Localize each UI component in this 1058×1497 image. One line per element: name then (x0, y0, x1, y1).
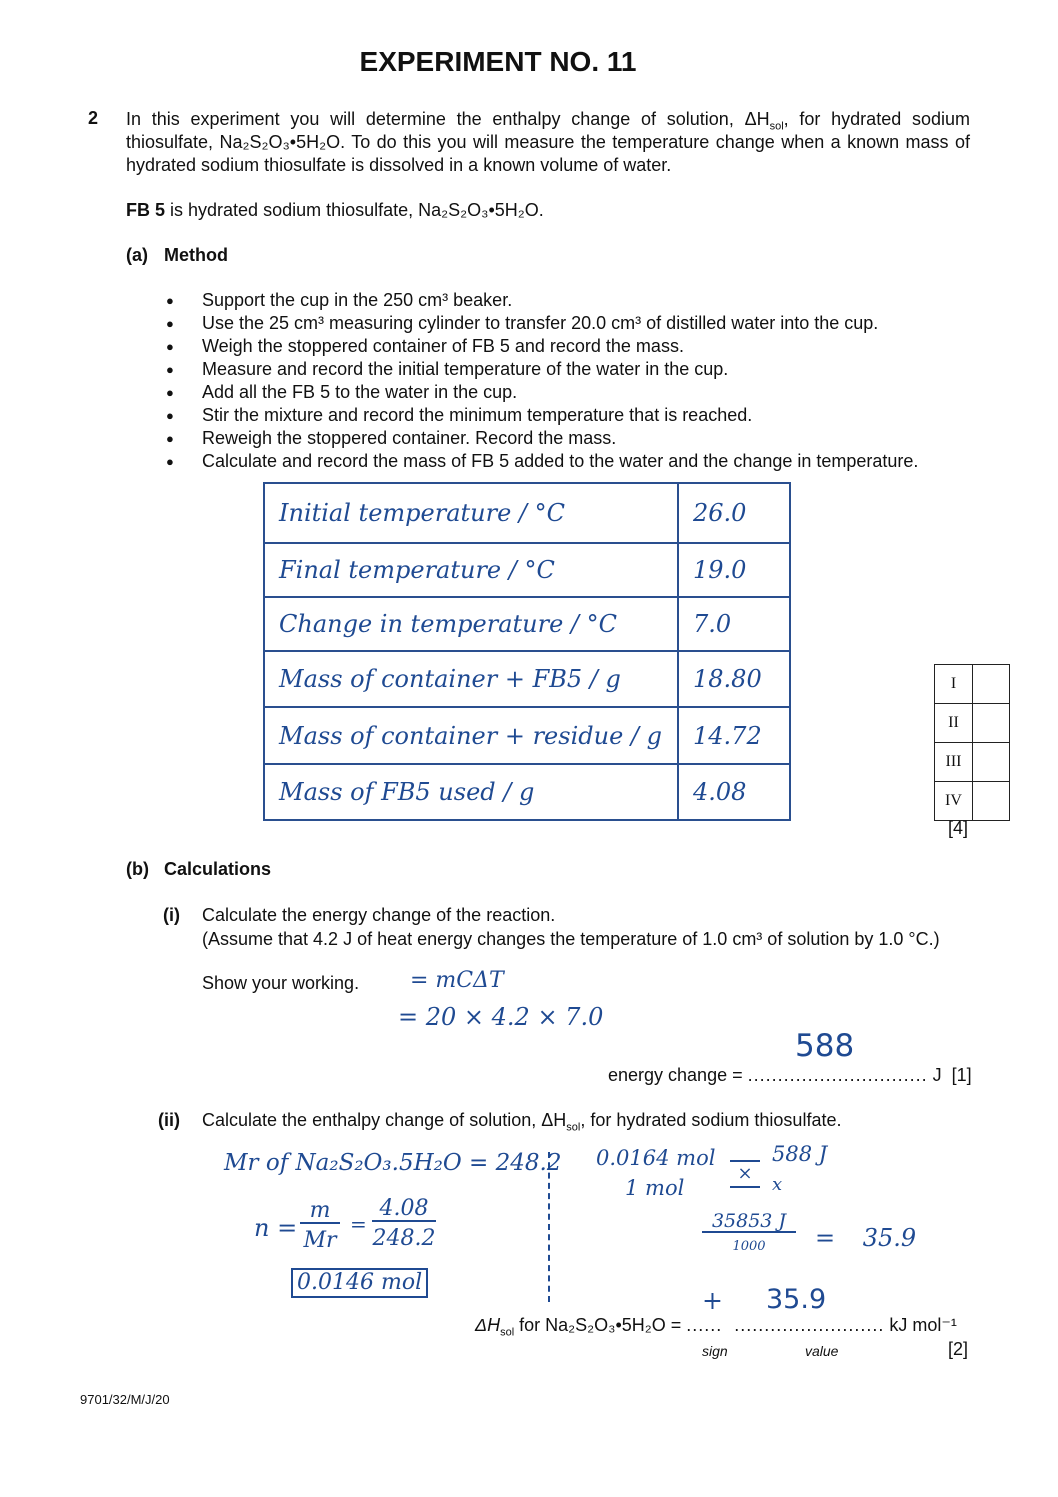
handwritten-divider (548, 1152, 550, 1302)
handwritten-energy-value: 588 (795, 1028, 855, 1064)
footer-code: 9701/32/M/J/20 (80, 1392, 170, 1407)
method-step: Support the cup in the 250 cm³ beaker. (160, 289, 1020, 312)
row-label: Initial temperature / °C (263, 482, 679, 544)
row-label: Change in temperature / °C (263, 596, 679, 652)
fb5-description: FB 5 is hydrated sodium thiosulfate, Na₂… (126, 200, 544, 220)
handwritten-m: m (300, 1200, 340, 1224)
row-label: Mass of container + FB5 / g (263, 650, 679, 708)
energy-change-answer: energy change = ........................… (608, 1065, 972, 1085)
handwritten-1000: 1000 (732, 1239, 766, 1254)
handwritten-joules: 35853 J (702, 1212, 796, 1233)
method-list: Support the cup in the 250 cm³ beaker. U… (160, 289, 1020, 473)
row-label: Mass of container + residue / g (263, 706, 679, 765)
question-number: 2 (88, 108, 99, 128)
part-b-label: (b) (126, 859, 149, 879)
sign-label: sign (702, 1343, 728, 1359)
row-value: 4.08 (677, 763, 791, 821)
method-step: Stir the mixture and record the minimum … (160, 404, 1020, 427)
part-bi-label: (i) (163, 905, 180, 925)
page-title: EXPERIMENT NO. 11 (359, 46, 637, 77)
method-step: Weigh the stoppered container of FB 5 an… (160, 335, 1020, 358)
bi-show-working: Show your working. (202, 973, 360, 993)
handwritten-equals: = (350, 1212, 367, 1236)
handwritten-n: n = (254, 1214, 298, 1242)
mark-a: [4] (948, 818, 969, 838)
method-step: Use the 25 cm³ measuring cylinder to tra… (160, 312, 1020, 335)
results-table: Initial temperature / °C 26.0 Final tempe… (263, 482, 791, 821)
handwritten-result: = 35.9 (815, 1224, 917, 1252)
bi-assumption: (Assume that 4.2 J of heat energy change… (202, 929, 940, 949)
handwritten-mr: Mr of Na₂S₂O₃.5H₂O = 248.2 (224, 1150, 562, 1176)
part-a-heading: Method (164, 245, 228, 265)
handwritten-mr-den: Mr (303, 1228, 337, 1253)
mark-bii: [2] (948, 1339, 969, 1359)
handwritten-substitution: = 20 × 4.2 × 7.0 (398, 1003, 604, 1031)
handwritten-ratio-one-mole: 1 mol (625, 1176, 685, 1200)
handwritten-num: 4.08 (372, 1198, 436, 1222)
mark-grid: I II III IV (934, 664, 1010, 821)
row-value: 7.0 (677, 596, 791, 652)
row-value: 19.0 (677, 542, 791, 598)
method-step: Measure and record the initial temperatu… (160, 358, 1020, 381)
handwritten-ratio-energy: 588 J (772, 1142, 828, 1166)
method-step: Calculate and record the mass of FB 5 ad… (160, 450, 1020, 473)
intro-paragraph: In this experiment you will determine th… (126, 109, 970, 175)
row-value: 18.80 (677, 650, 791, 708)
enthalpy-answer-line: ΔHsol for Na₂S₂O₃•5H₂O = ...... ........… (475, 1315, 957, 1339)
part-bii-label: (ii) (158, 1110, 180, 1130)
handwritten-moles-boxed: 0.0146 mol (291, 1268, 429, 1298)
bi-instruction: Calculate the energy change of the react… (202, 905, 556, 925)
handwritten-sign: + (702, 1286, 723, 1315)
row-label: Final temperature / °C (263, 542, 679, 598)
value-label: value (805, 1343, 839, 1359)
handwritten-cross: × (730, 1160, 760, 1188)
bii-instruction: Calculate the enthalpy change of solutio… (202, 1110, 842, 1134)
part-a-label: (a) (126, 245, 148, 265)
handwritten-formula: = mCΔT (410, 968, 504, 993)
row-label: Mass of FB5 used / g (263, 763, 679, 821)
row-value: 14.72 (677, 706, 791, 765)
handwritten-ratio-moles: 0.0164 mol (596, 1146, 716, 1170)
handwritten-den: 248.2 (372, 1226, 436, 1251)
method-step: Reweigh the stoppered container. Record … (160, 427, 1020, 450)
handwritten-enthalpy-value: 35.9 (766, 1284, 827, 1315)
handwritten-ratio-x: x (772, 1174, 783, 1195)
row-value: 26.0 (677, 482, 791, 544)
method-step: Add all the FB 5 to the water in the cup… (160, 381, 1020, 404)
part-b-heading: Calculations (164, 859, 272, 879)
